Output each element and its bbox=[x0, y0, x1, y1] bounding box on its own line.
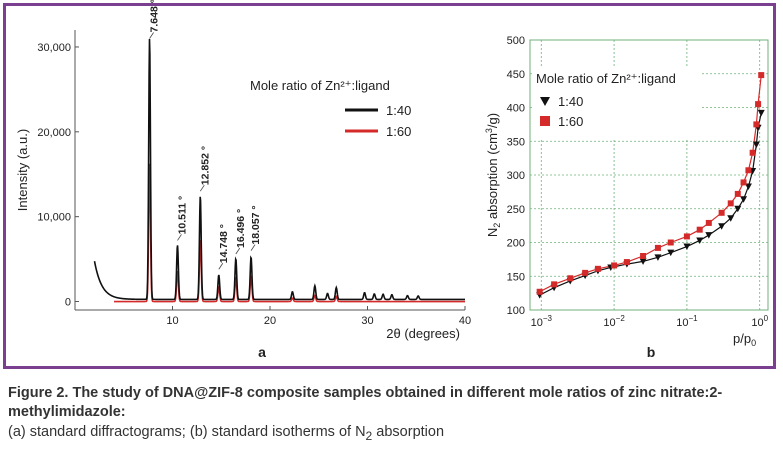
panel-b-x-tick-label: 10−2 bbox=[603, 314, 625, 329]
panel-a-peak-label: 7.648 ° bbox=[149, 0, 161, 32]
panel-b-legend-label-1-40: 1:40 bbox=[558, 94, 583, 109]
panel-b-point-1-40 bbox=[639, 258, 647, 265]
panel-a-xrd-chart: 10 20 30 40 0 10,000 20,000 30,000 7.648 ° 10.51… bbox=[15, 0, 471, 360]
panel-b-point-1-40 bbox=[752, 141, 760, 149]
panel-b-point-1-60 bbox=[727, 200, 734, 207]
panel-b-x-tick-label: 10−3 bbox=[531, 314, 553, 329]
figure-caption: Figure 2. The study of DNA@ZIF-8 composi… bbox=[8, 384, 778, 446]
panel-a-peak-leader bbox=[235, 247, 241, 255]
panel-b-y-tick-label: 400 bbox=[507, 103, 525, 115]
panel-b-point-1-40 bbox=[718, 223, 726, 230]
panel-b-point-1-60 bbox=[705, 219, 712, 226]
panel-b-x-tick-label: 100 bbox=[751, 314, 768, 329]
figure-frame bbox=[3, 3, 776, 369]
panel-a-xlabel: 2θ (degrees) bbox=[386, 326, 460, 341]
panel-b-y-tick-label: 300 bbox=[507, 170, 525, 182]
panel-b-point-1-60 bbox=[755, 101, 762, 108]
panel-a-peak-leader bbox=[177, 234, 182, 241]
panel-b-point-1-60 bbox=[623, 259, 630, 266]
panel-b-ylabel: N2 absorption (cm3/g) bbox=[484, 113, 502, 237]
panel-b-point-1-60 bbox=[611, 262, 618, 269]
panel-b-point-1-40 bbox=[705, 232, 713, 239]
panel-a-x-tick-label: 20 bbox=[264, 315, 276, 327]
panel-b-y-tick-label: 100 bbox=[507, 305, 525, 317]
panel-b-y-tick-label: 200 bbox=[507, 238, 525, 250]
panel-b-y-tick-label: 450 bbox=[507, 69, 525, 81]
panel-a-peak-leader bbox=[199, 184, 205, 192]
panel-a-ylabel: Intensity (a.u.) bbox=[15, 129, 30, 211]
panel-a-peak-label: 18.057 ° bbox=[250, 205, 262, 244]
panel-b-point-1-60 bbox=[745, 167, 752, 174]
panel-b-point-1-40 bbox=[740, 196, 748, 203]
panel-a-x-tick-label: 30 bbox=[361, 315, 373, 327]
panel-b-legend-label-1-60: 1:60 bbox=[558, 114, 583, 129]
panel-b-y-tick-label: 250 bbox=[507, 204, 525, 216]
panel-b-point-1-60 bbox=[734, 190, 741, 197]
caption-body-part-a: (a) standard diffractograms; (b) standar… bbox=[8, 424, 366, 440]
panel-b-line-1-40 bbox=[539, 112, 762, 296]
panel-b-point-1-60 bbox=[594, 265, 601, 272]
panel-b-point-1-40 bbox=[744, 183, 752, 190]
panel-b-x-tick-label: 10−1 bbox=[676, 314, 698, 329]
panel-b-point-1-60 bbox=[667, 239, 674, 246]
panel-a-peak-label: 10.511 ° bbox=[176, 196, 188, 235]
caption-body-part-b: absorption bbox=[372, 424, 445, 440]
panel-a-legend-label-1-60: 1:60 bbox=[386, 124, 411, 139]
panel-b-xlabel: p/p0 bbox=[733, 331, 756, 348]
panel-b-point-1-60 bbox=[654, 244, 661, 251]
panel-b-point-1-60 bbox=[683, 233, 690, 240]
panel-b-point-1-40 bbox=[734, 205, 742, 213]
caption-body: (a) standard diffractograms; (b) standar… bbox=[8, 422, 778, 446]
panel-b-point-1-60 bbox=[749, 149, 756, 156]
panel-b-label: b bbox=[647, 344, 656, 360]
panel-a-label: a bbox=[258, 344, 266, 360]
panel-a-y-tick-label: 0 bbox=[65, 297, 71, 309]
panel-b-line-1-60 bbox=[539, 75, 762, 293]
panel-a-peak-label: 16.496 ° bbox=[235, 209, 247, 248]
caption-title: Figure 2. The study of DNA@ZIF-8 composi… bbox=[8, 385, 723, 420]
panel-b-point-1-60 bbox=[551, 281, 558, 288]
panel-a-x-tick-label: 10 bbox=[166, 315, 178, 327]
panel-a-peak-label: 14.748 ° bbox=[218, 224, 230, 263]
panel-a-y-tick-label: 10,000 bbox=[37, 212, 71, 224]
panel-b-isotherm-chart: 100 150 200 250 300 350 400 450 500 10−3 10−2 10−1 1… bbox=[484, 35, 769, 360]
panel-b-point-1-60 bbox=[696, 226, 703, 233]
panel-a-x-tick-label: 40 bbox=[459, 315, 471, 327]
panel-a-peak-label: 12.852 ° bbox=[199, 146, 211, 185]
panel-b-point-1-40 bbox=[654, 254, 662, 261]
panel-b-point-1-40 bbox=[667, 249, 675, 257]
panel-b-point-1-60 bbox=[718, 209, 725, 216]
panel-a-peak-leader bbox=[218, 263, 224, 270]
panel-a-peak-leader bbox=[149, 32, 154, 39]
panel-a-series-1-60 bbox=[114, 163, 465, 303]
panel-b-point-1-40 bbox=[727, 215, 735, 222]
panel-b-point-1-60 bbox=[640, 253, 647, 259]
panel-b-point-1-60 bbox=[582, 269, 589, 276]
panel-b-point-1-60 bbox=[753, 121, 760, 128]
panel-b-y-tick-label: 150 bbox=[507, 271, 525, 283]
panel-b-legend-background bbox=[532, 68, 700, 138]
panel-a-y-tick-label: 30,000 bbox=[37, 42, 71, 54]
panel-b-legend-marker-1-60 bbox=[540, 116, 550, 126]
panel-b-y-tick-label: 350 bbox=[507, 136, 525, 148]
panel-a-legend-title: Mole ratio of Zn²⁺:ligand bbox=[250, 78, 390, 93]
panel-b-legend-title: Mole ratio of Zn²⁺:ligand bbox=[536, 71, 676, 86]
panel-b-legend-marker-1-40 bbox=[540, 97, 550, 106]
panel-b-y-tick-label: 500 bbox=[507, 35, 525, 47]
panel-a-series-1-40 bbox=[93, 39, 465, 301]
panel-b-point-1-40 bbox=[683, 243, 691, 251]
panel-b-plot-border bbox=[529, 39, 769, 311]
panel-b-point-1-60 bbox=[758, 72, 765, 79]
panel-a-y-tick-label: 20,000 bbox=[37, 127, 71, 139]
caption-body-subscript: 2 bbox=[365, 428, 373, 443]
panel-b-point-1-40 bbox=[757, 109, 765, 117]
panel-b-point-1-60 bbox=[740, 179, 747, 186]
panel-b-point-1-40 bbox=[696, 237, 704, 244]
panel-b-point-1-60 bbox=[567, 275, 574, 282]
panel-b-point-1-60 bbox=[536, 288, 543, 295]
panel-a-legend-label-1-40: 1:40 bbox=[386, 103, 411, 118]
panel-a-peak-leader bbox=[250, 244, 256, 251]
